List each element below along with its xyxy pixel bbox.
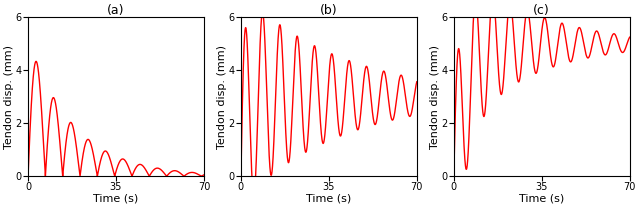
X-axis label: Time (s): Time (s) bbox=[519, 194, 564, 204]
Y-axis label: Tendon disp. (mm): Tendon disp. (mm) bbox=[4, 45, 14, 149]
Y-axis label: Tendon disp. (mm): Tendon disp. (mm) bbox=[430, 45, 440, 149]
Y-axis label: Tendon disp. (mm): Tendon disp. (mm) bbox=[217, 45, 227, 149]
X-axis label: Time (s): Time (s) bbox=[306, 194, 351, 204]
Title: (c): (c) bbox=[533, 4, 550, 17]
Title: (a): (a) bbox=[108, 4, 125, 17]
X-axis label: Time (s): Time (s) bbox=[93, 194, 139, 204]
Title: (b): (b) bbox=[320, 4, 338, 17]
